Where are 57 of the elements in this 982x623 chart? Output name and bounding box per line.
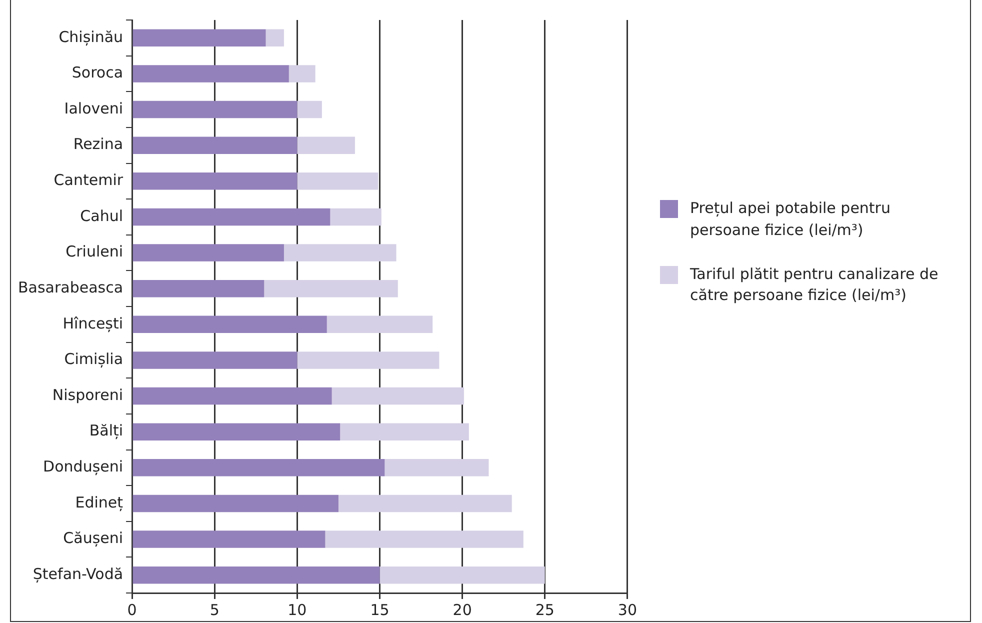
bar — [132, 352, 298, 369]
bar — [132, 29, 266, 46]
bar — [380, 566, 545, 584]
bar — [384, 459, 489, 476]
bar — [330, 208, 382, 226]
bar — [132, 172, 298, 190]
x-tick-label: 15 — [370, 600, 390, 619]
x-tick-label: 5 — [210, 600, 220, 619]
y-tick-label: Hîncești — [62, 314, 124, 332]
x-tick-label: 10 — [288, 600, 307, 619]
bar — [297, 100, 322, 118]
bar — [132, 136, 298, 154]
bar — [325, 530, 524, 548]
bar — [132, 459, 385, 476]
bar — [132, 244, 284, 262]
bar — [132, 100, 298, 118]
bar — [132, 280, 264, 298]
x-tick-label: 0 — [127, 600, 137, 619]
legend-label: Prețul apei potabile pentru persoane fizice (lei/m³) — [690, 198, 892, 241]
y-tick-label: Edineț — [75, 493, 124, 512]
y-tick-label: Cahul — [80, 206, 124, 225]
bar — [297, 352, 440, 369]
bar — [132, 316, 327, 333]
y-tick-label: Nisporeni — [52, 386, 124, 404]
y-tick-label: Soroca — [72, 64, 124, 82]
bar — [132, 566, 380, 584]
y-tick-label: Rezina — [73, 135, 124, 154]
bar — [132, 208, 330, 226]
bar — [132, 530, 326, 548]
x-tick-label: 25 — [535, 600, 554, 619]
bar — [338, 494, 512, 512]
x-tick-label: 30 — [618, 600, 638, 619]
y-tick-label: Cantemir — [54, 171, 124, 190]
bar — [132, 387, 332, 405]
y-tick-label: Basarabeasca — [18, 278, 124, 296]
y-tick-label: Chișinău — [58, 28, 124, 46]
bar — [264, 280, 398, 298]
x-tick-label: 20 — [452, 600, 472, 619]
y-tick-label: Criuleni — [66, 242, 124, 261]
bar — [132, 65, 289, 82]
legend-label: Tariful plătit pentru canalizare de către persoane fizice (lei/m³) — [690, 264, 940, 306]
y-tick-label: Ialoveni — [64, 99, 124, 118]
y-tick-label: Ștefan-Vodă — [32, 564, 124, 583]
bar — [132, 423, 340, 440]
bar — [332, 387, 464, 405]
y-tick-label: Bălți — [89, 422, 124, 440]
bar — [266, 29, 284, 46]
y-tick-label: Cimișlia — [64, 350, 124, 368]
bar — [284, 244, 396, 262]
bar — [132, 494, 338, 512]
bar — [297, 136, 355, 154]
bar — [340, 423, 469, 440]
bar — [297, 172, 378, 190]
bar — [326, 316, 433, 333]
bar — [288, 65, 316, 82]
y-tick-label: Dondușeni — [43, 458, 124, 476]
y-tick-label: Căușeni — [63, 529, 124, 548]
